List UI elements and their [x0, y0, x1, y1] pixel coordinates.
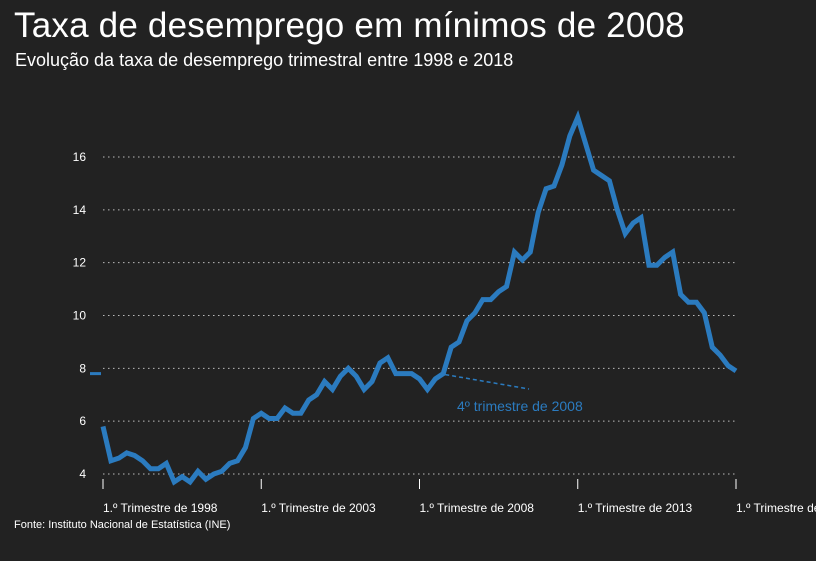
x-axis-ticks: 1.º Trimestre de 1998 1.º Trimestre de 20…	[102, 479, 816, 515]
y-tick-label-6: 6	[79, 414, 86, 428]
chart-subtitle: Evolução da taxa de desemprego trimestra…	[15, 50, 514, 70]
y-tick-label-12: 12	[73, 256, 87, 270]
series-group	[100, 110, 738, 486]
y-axis-tick-labels: 4 6 8 10 12 14 16	[73, 150, 87, 481]
annotations-group: 4º trimestre de 2008	[90, 372, 583, 414]
y-tick-label-8: 8	[79, 361, 86, 375]
y-tick-label-14: 14	[73, 203, 87, 217]
y-tick-label-4: 4	[79, 467, 86, 481]
x-tick-label: 1.º Trimestre de 1998	[103, 501, 218, 515]
annotation-leader-line	[445, 373, 530, 390]
x-tick-label: 1.º Trimestre de 2013	[578, 501, 693, 515]
y-tick-label-10: 10	[73, 309, 87, 323]
series-line	[100, 110, 738, 486]
y-tick-label-16: 16	[73, 150, 87, 164]
source-note: Fonte: Instituto Nacional de Estatística…	[14, 519, 231, 531]
chart-title: Taxa de desemprego em mínimos de 2008	[14, 6, 685, 45]
gridlines	[103, 156, 738, 475]
x-tick-label: 1.º Trimestre de 2003	[261, 501, 376, 515]
x-tick-label: 1.º Trimestre de 2018	[736, 501, 816, 515]
x-tick-label: 1.º Trimestre de 2008	[420, 501, 535, 515]
annotation-label: 4º trimestre de 2008	[457, 398, 583, 414]
